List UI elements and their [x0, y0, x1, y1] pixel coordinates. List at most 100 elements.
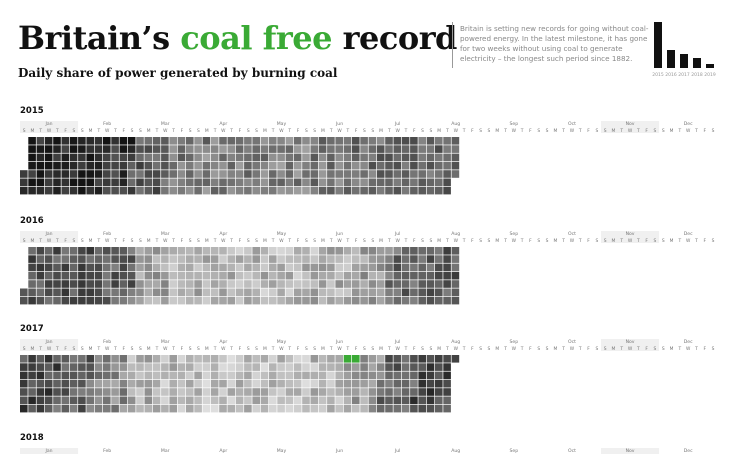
- day-cell: [152, 255, 161, 263]
- day-cell: [277, 396, 285, 405]
- weekday-label: F: [239, 346, 242, 352]
- day-cell: [69, 153, 78, 162]
- day-cell: [376, 137, 385, 145]
- day-cell: [360, 271, 368, 280]
- day-cell: [53, 280, 61, 288]
- day-cell: [202, 255, 211, 263]
- weekday-label: M: [263, 128, 267, 134]
- day-cell: [86, 280, 94, 288]
- day-cell: [352, 255, 360, 263]
- day-cell: [401, 255, 410, 263]
- day-cell: [269, 153, 277, 162]
- day-cell: [285, 404, 294, 413]
- day-cell: [443, 170, 451, 178]
- day-cell: [235, 153, 244, 162]
- day-cell: [94, 379, 103, 388]
- day-cell: [401, 355, 410, 363]
- day-cell: [393, 255, 402, 263]
- day-cell: [435, 296, 443, 305]
- weekday-label: T: [561, 346, 565, 352]
- day-cell: [260, 153, 269, 162]
- day-cell: [310, 255, 319, 263]
- day-cell: [410, 170, 418, 178]
- day-cell: [136, 255, 144, 263]
- day-cell: [293, 145, 302, 153]
- day-cell: [426, 153, 435, 162]
- day-cell: [443, 247, 451, 255]
- day-cell: [327, 263, 335, 272]
- day-cell: [28, 137, 36, 145]
- day-cell: [210, 371, 219, 380]
- day-cell: [78, 145, 86, 153]
- day-cell: [202, 379, 211, 388]
- month-label: Aug: [451, 121, 460, 127]
- day-cell: [244, 137, 252, 145]
- weekday-label: S: [546, 238, 549, 244]
- day-cell: [144, 388, 153, 396]
- day-cell: [111, 280, 119, 288]
- day-cell: [385, 355, 393, 363]
- day-cell: [352, 161, 360, 170]
- day-cell: [368, 396, 377, 405]
- day-cell: [352, 137, 360, 145]
- day-cell: [360, 170, 368, 178]
- weekday-label: T: [445, 238, 449, 244]
- day-cell: [318, 145, 327, 153]
- day-cell: [260, 255, 269, 263]
- day-cell: [194, 363, 202, 371]
- day-cell: [210, 186, 219, 195]
- day-cell: [202, 161, 211, 170]
- day-cell: [310, 271, 319, 280]
- weekday-label: S: [305, 238, 308, 244]
- day-cell: [44, 271, 53, 280]
- day-cell: [277, 178, 285, 187]
- day-cell: [401, 371, 410, 380]
- day-cell: [393, 371, 402, 380]
- day-cell: [235, 404, 244, 413]
- weekday-label: W: [686, 128, 691, 134]
- day-cell: [410, 296, 418, 305]
- day-cell: [418, 186, 426, 195]
- day-cell: [78, 363, 86, 371]
- weekday-label: T: [462, 346, 466, 352]
- day-cell: [20, 371, 28, 380]
- day-cell: [269, 145, 277, 153]
- day-cell: [293, 137, 302, 145]
- day-cell: [285, 355, 294, 363]
- weekday-label: S: [546, 346, 549, 352]
- day-cell: [103, 388, 111, 396]
- day-cell: [44, 388, 53, 396]
- day-cell: [310, 388, 319, 396]
- month-label: Apr: [219, 231, 227, 237]
- month-label: Oct: [568, 231, 576, 237]
- day-cell: [78, 371, 86, 380]
- day-cell: [53, 404, 61, 413]
- day-cell: [36, 178, 45, 187]
- weekday-label: M: [495, 238, 499, 244]
- day-cell: [343, 247, 352, 255]
- weekday-label: S: [429, 238, 432, 244]
- day-cell: [401, 404, 410, 413]
- day-cell: [144, 280, 153, 288]
- day-cell: [318, 170, 327, 178]
- day-cell: [194, 255, 202, 263]
- day-cell: [53, 161, 61, 170]
- weekday-label: W: [105, 346, 110, 352]
- day-cell: [393, 145, 402, 153]
- day-cell: [210, 247, 219, 255]
- day-cell: [252, 145, 260, 153]
- day-cell: [426, 271, 435, 280]
- title-part-2: record: [332, 19, 458, 57]
- month-label: Oct: [568, 121, 576, 127]
- day-cell: [94, 371, 103, 380]
- day-cell: [252, 379, 260, 388]
- day-cell: [393, 271, 402, 280]
- day-cell: [210, 161, 219, 170]
- day-cell: [194, 137, 202, 145]
- month-band: [601, 339, 660, 351]
- day-cell: [161, 170, 169, 178]
- day-cell: [219, 145, 227, 153]
- weekday-label: W: [512, 238, 517, 244]
- month-label: Jul: [394, 339, 401, 345]
- day-cell: [368, 280, 377, 288]
